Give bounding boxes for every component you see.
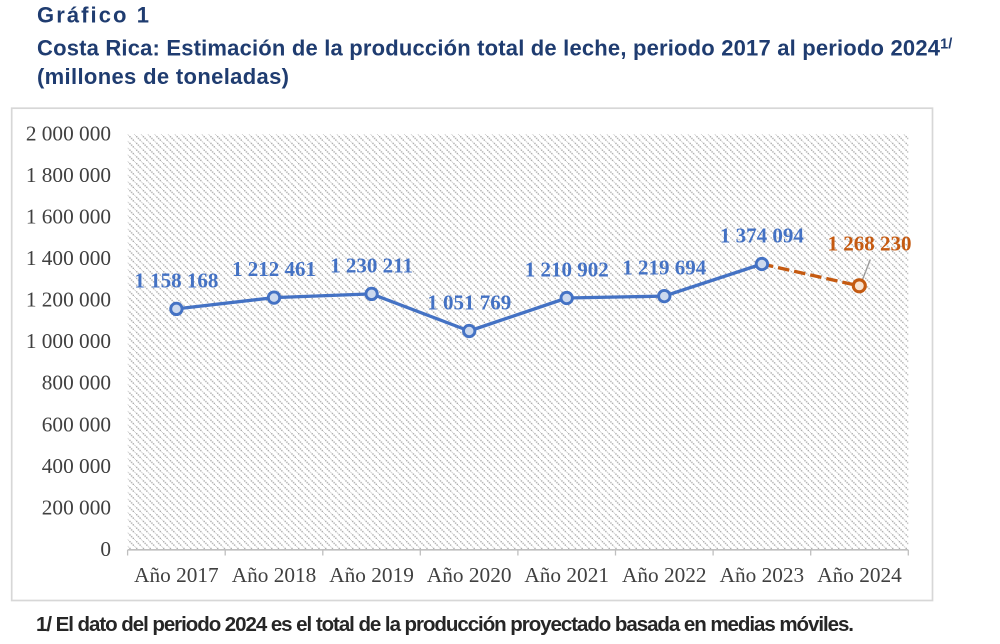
svg-text:200 000: 200 000 [42,495,111,519]
svg-text:Gráfico 1: Gráfico 1 [37,3,149,28]
svg-text:Año 2024: Año 2024 [817,563,902,587]
svg-text:1 219 694: 1 219 694 [622,256,707,280]
svg-text:1 374 094: 1 374 094 [720,224,805,248]
svg-text:Costa Rica: Estimación de la p: Costa Rica: Estimación de la producción … [37,36,952,61]
svg-text:Año 2021: Año 2021 [524,563,609,587]
svg-text:1 158 168: 1 158 168 [134,268,218,292]
svg-text:Año 2020: Año 2020 [427,563,512,587]
svg-text:1 000 000: 1 000 000 [26,329,111,353]
svg-text:400 000: 400 000 [42,454,111,478]
svg-text:0: 0 [100,537,111,561]
svg-text:1 051 769: 1 051 769 [427,291,511,315]
svg-text:1 400 000: 1 400 000 [26,246,111,270]
svg-text:Año 2017: Año 2017 [134,563,219,587]
svg-text:Año 2022: Año 2022 [622,563,707,587]
svg-text:Año 2019: Año 2019 [329,563,414,587]
svg-text:(millones de toneladas): (millones de toneladas) [37,64,289,89]
svg-text:1 230 211: 1 230 211 [330,253,413,277]
svg-text:2 000 000: 2 000 000 [26,122,111,146]
svg-text:1 268 230: 1 268 230 [828,231,912,255]
svg-text:1 800 000: 1 800 000 [26,163,111,187]
svg-text:Año 2018: Año 2018 [232,563,317,587]
svg-text:1/ El dato del periodo 2024 es: 1/ El dato del periodo 2024 es el total … [36,613,854,636]
svg-text:800 000: 800 000 [42,371,111,395]
svg-text:1 210 902: 1 210 902 [525,258,609,282]
svg-text:Año 2023: Año 2023 [720,563,805,587]
svg-text:1 600 000: 1 600 000 [26,205,111,229]
svg-text:1 200 000: 1 200 000 [26,288,111,312]
svg-text:600 000: 600 000 [42,412,111,436]
svg-text:1 212 461: 1 212 461 [232,257,316,281]
